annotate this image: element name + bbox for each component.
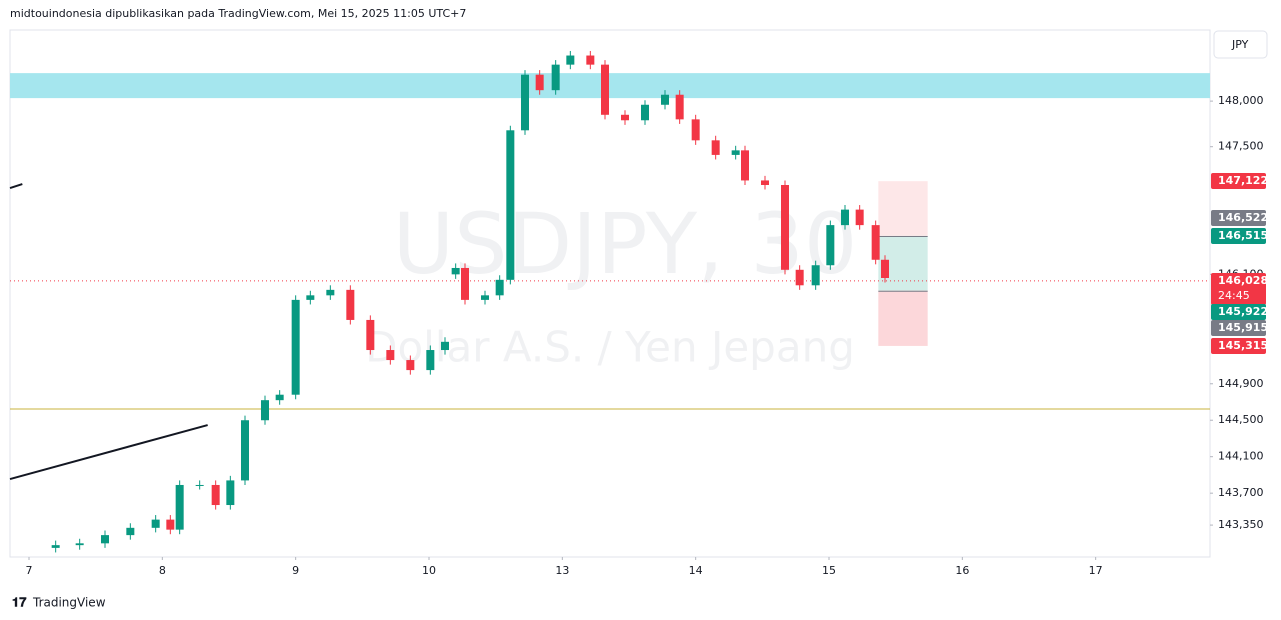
candle-body bbox=[426, 350, 435, 371]
candle-body bbox=[151, 519, 160, 528]
x-tick-label: 16 bbox=[955, 564, 969, 577]
price-label-box bbox=[1211, 210, 1266, 226]
price-label: 147,122 bbox=[1218, 174, 1268, 187]
price-label: 146,028 bbox=[1218, 274, 1268, 287]
position-risk bbox=[878, 181, 928, 236]
x-tick-label: 17 bbox=[1089, 564, 1103, 577]
chart-title: midtouindonesia dipublikasikan pada Trad… bbox=[10, 7, 466, 20]
price-label-box bbox=[1211, 273, 1266, 305]
x-tick-label: 9 bbox=[292, 564, 299, 577]
candle-body bbox=[586, 55, 595, 65]
candle-body bbox=[661, 94, 669, 105]
currency-label: JPY bbox=[1231, 38, 1249, 51]
candle-body bbox=[226, 480, 235, 506]
candle-body bbox=[241, 420, 249, 481]
price-label-box bbox=[1211, 304, 1266, 320]
candle-body bbox=[306, 295, 315, 300]
price-label-box bbox=[1211, 338, 1266, 354]
price-label: 145,315 bbox=[1218, 339, 1268, 352]
trend-line bbox=[9, 424, 208, 481]
price-label: 146,522 bbox=[1218, 211, 1268, 224]
candle-body bbox=[811, 265, 820, 286]
candle-body bbox=[211, 484, 220, 506]
y-tick-label: 143,700 bbox=[1218, 486, 1264, 499]
candle-body bbox=[781, 185, 789, 270]
candle-body bbox=[731, 150, 740, 155]
candle-body bbox=[195, 484, 204, 486]
y-tick-label: 144,500 bbox=[1218, 413, 1264, 426]
candle-body bbox=[51, 545, 60, 548]
candle-body bbox=[621, 114, 629, 121]
y-tick-label: 147,500 bbox=[1218, 140, 1264, 153]
candle-body bbox=[451, 267, 460, 275]
price-label-box bbox=[1211, 228, 1266, 244]
y-tick-label: 144,100 bbox=[1218, 450, 1264, 463]
candle-body bbox=[711, 140, 720, 155]
brand-logo: 𝟏𝟕 bbox=[12, 596, 27, 611]
candle-body bbox=[551, 64, 560, 91]
candle-body bbox=[566, 55, 575, 65]
candle-body bbox=[346, 289, 355, 320]
candle-body bbox=[461, 267, 469, 300]
price-countdown: 24:45 bbox=[1218, 289, 1250, 302]
plot-frame bbox=[9, 29, 1211, 558]
candle-body bbox=[166, 519, 175, 530]
watermark-subtitle: Dollar A.S. / Yen Jepang bbox=[365, 323, 855, 372]
candle-body bbox=[291, 299, 300, 395]
price-label-box bbox=[1211, 173, 1266, 189]
y-tick-label: 143,350 bbox=[1218, 518, 1264, 531]
candle-body bbox=[675, 94, 684, 120]
candle-body bbox=[495, 279, 504, 296]
candle-body bbox=[75, 543, 84, 546]
price-label-box bbox=[1211, 320, 1266, 336]
candle-body bbox=[795, 269, 804, 286]
candle-body bbox=[535, 74, 544, 91]
candle-body bbox=[366, 319, 375, 351]
candle-body bbox=[641, 104, 649, 121]
price-label: 145,915 bbox=[1218, 321, 1268, 334]
candle-body bbox=[826, 225, 835, 266]
candle-body bbox=[326, 289, 335, 296]
candle-body bbox=[761, 180, 769, 185]
candle-body bbox=[406, 360, 415, 371]
candle-body bbox=[881, 259, 889, 278]
currency-button[interactable] bbox=[1213, 30, 1268, 59]
candle-body bbox=[691, 119, 700, 141]
candle-body bbox=[741, 150, 749, 181]
candle-body bbox=[841, 209, 849, 226]
y-tick-label: 148,000 bbox=[1218, 94, 1264, 107]
x-tick-label: 13 bbox=[555, 564, 569, 577]
x-tick-label: 8 bbox=[159, 564, 166, 577]
candle-body bbox=[441, 341, 449, 351]
price-label: 146,515 bbox=[1218, 229, 1268, 242]
x-tick-label: 10 bbox=[422, 564, 436, 577]
candle-body bbox=[601, 64, 609, 115]
brand-name: TradingView bbox=[32, 596, 106, 610]
watermark: USDJPY, 30 bbox=[393, 195, 858, 293]
candle-body bbox=[101, 535, 109, 544]
supply-zone bbox=[10, 73, 1210, 99]
candle-body bbox=[521, 74, 529, 131]
y-tick-label: 144,900 bbox=[1218, 377, 1264, 390]
x-tick-label: 15 bbox=[822, 564, 836, 577]
position-stop bbox=[878, 290, 928, 346]
candle-body bbox=[506, 130, 515, 280]
candle-body bbox=[261, 400, 269, 421]
trend-line bbox=[9, 183, 23, 190]
candle-body bbox=[855, 209, 864, 226]
candle-body bbox=[175, 484, 184, 530]
x-tick-label: 7 bbox=[26, 564, 33, 577]
x-tick-label: 14 bbox=[689, 564, 703, 577]
candle-body bbox=[386, 350, 395, 361]
candle-body bbox=[481, 295, 489, 300]
candle-body bbox=[275, 394, 284, 401]
candle-body bbox=[871, 225, 880, 260]
candle-body bbox=[126, 527, 135, 536]
price-label: 145,922 bbox=[1218, 305, 1268, 318]
